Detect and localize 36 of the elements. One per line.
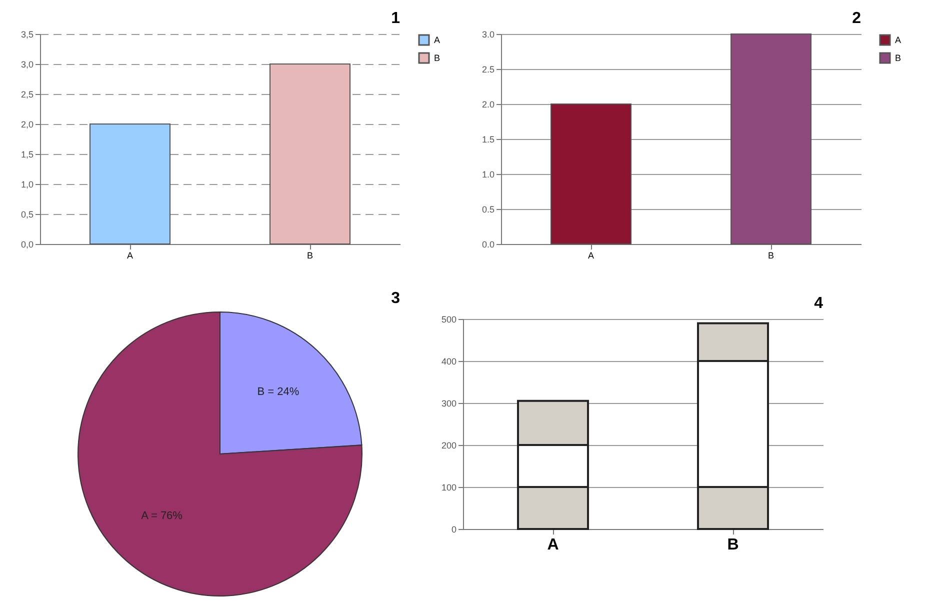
legend-label: A [895,35,902,45]
y-tick-label: 300 [441,398,456,408]
y-tick-label: 2.5 [482,64,494,74]
y-tick-label: 500 [441,314,456,324]
legend-label: B [895,53,902,63]
y-tick-label: 1,0 [20,180,34,190]
y-tick-label: 3,0 [20,60,34,70]
text: 4 [814,295,824,312]
x-tick-label: B [306,250,314,260]
x-tick-label: B [768,250,774,260]
y-tick-label: 1,5 [20,150,34,160]
y-tick-label: 100 [441,482,456,492]
y-tick-label: 2,0 [20,120,34,130]
y-tick-label: 0,0 [20,240,34,250]
y-tick-label: 2.0 [482,100,494,110]
y-tick-label: 2,5 [20,90,34,100]
x-tick-label: A [588,250,594,260]
slice-label: B = 24% [257,386,300,398]
y-tick-label: 3,5 [20,30,34,40]
y-tick-label: 3.0 [482,30,494,40]
y-tick-label: 1.5 [482,134,494,144]
text: 3 [391,290,400,307]
y-tick-label: 0.0 [482,240,494,250]
text: 2 [852,10,862,27]
slice-label: A = 76% [141,510,183,522]
y-tick-label: 200 [441,440,456,450]
legend-label: B [434,53,440,63]
text: 1 [391,10,400,27]
y-tick-label: 0.5 [482,204,494,214]
pie-slice [78,312,362,596]
y-tick-label: 0 [451,524,456,534]
legend-label: A [434,35,440,45]
y-tick-label: 1.0 [482,170,494,180]
y-tick-label: 0,5 [20,210,34,220]
x-tick-label: A [126,250,134,260]
y-tick-label: 400 [441,356,456,366]
